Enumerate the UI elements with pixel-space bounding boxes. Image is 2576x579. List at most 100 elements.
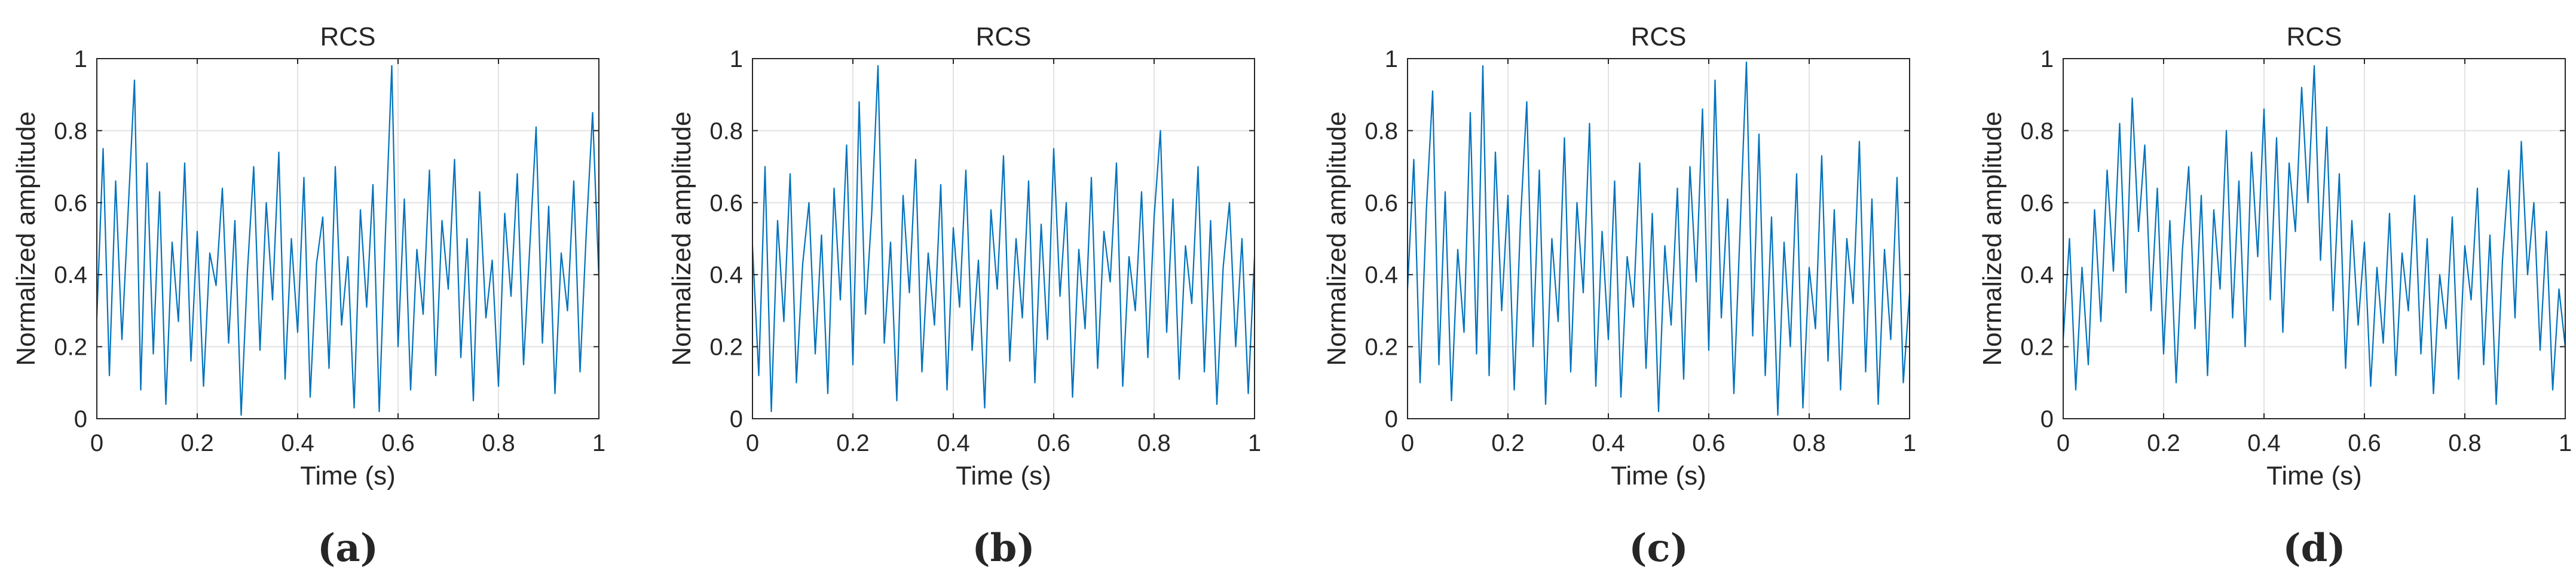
data-point — [1583, 292, 1584, 294]
data-point — [1197, 166, 1199, 167]
x-tick-label: 0.6 — [2348, 430, 2381, 456]
data-point — [978, 260, 979, 261]
data-point — [2075, 389, 2076, 391]
data-point — [1620, 397, 1622, 398]
data-point — [1589, 123, 1590, 124]
data-point — [429, 169, 430, 171]
data-point — [222, 187, 223, 189]
data-point — [165, 404, 167, 405]
data-point — [1191, 303, 1192, 304]
x-tick-label: 0.8 — [482, 430, 515, 456]
data-point — [1902, 382, 1904, 383]
y-tick-label: 1 — [1385, 46, 1398, 72]
data-point — [2326, 126, 2327, 128]
data-point — [1445, 191, 1446, 193]
data-point — [1122, 385, 1124, 387]
data-point — [121, 339, 123, 340]
data-point — [297, 331, 298, 333]
data-point — [203, 385, 204, 387]
data-point — [833, 187, 835, 189]
data-point — [984, 407, 986, 409]
data-point — [858, 101, 860, 103]
data-point — [1128, 256, 1130, 257]
data-point — [928, 252, 929, 254]
data-point — [2176, 382, 2177, 383]
y-tick-label: 0 — [74, 406, 87, 432]
data-point — [783, 321, 785, 322]
data-point — [1072, 397, 1073, 398]
data-point — [2407, 310, 2409, 312]
data-point — [1425, 209, 1427, 211]
data-point — [2081, 267, 2083, 269]
y-tick-label: 0.6 — [2020, 190, 2054, 217]
data-point — [1103, 231, 1105, 232]
data-point — [915, 159, 916, 160]
data-point — [1796, 173, 1797, 175]
data-point — [2439, 274, 2440, 276]
data-point — [284, 378, 286, 380]
data-point — [1097, 367, 1099, 369]
y-axis-label: Normalized amplitude — [1322, 111, 1351, 366]
data-point — [498, 385, 499, 387]
data-point — [846, 144, 848, 146]
x-tick-label: 0 — [746, 430, 759, 456]
data-point — [1210, 220, 1211, 221]
data-point — [2251, 151, 2252, 153]
chart-title: RCS — [1631, 22, 1687, 51]
data-point — [1727, 198, 1728, 200]
data-point — [561, 252, 562, 254]
data-point — [908, 292, 910, 294]
data-point — [1884, 249, 1885, 250]
data-point — [1570, 371, 1571, 373]
x-tick-label: 0.2 — [1491, 430, 1525, 456]
data-point — [115, 180, 117, 182]
y-tick-label: 0.2 — [709, 334, 743, 361]
data-point — [1091, 176, 1092, 178]
data-point — [529, 245, 531, 246]
data-point — [2194, 328, 2196, 330]
data-point — [410, 389, 411, 391]
y-axis-label: Normalized amplitude — [667, 111, 696, 366]
data-point — [2113, 270, 2114, 272]
data-point — [852, 364, 853, 365]
data-point — [265, 202, 267, 203]
y-tick-label: 0.2 — [1365, 334, 1398, 361]
x-tick-label: 0.2 — [836, 430, 870, 456]
chart-panel-a: 0 0.2 0.4 0.6 0.8 1 0 0.2 0.4 0.6 0.8 1 RCS Time (s) N… — [11, 22, 605, 571]
data-point — [1783, 242, 1785, 243]
data-point — [554, 393, 556, 394]
data-point — [2226, 130, 2227, 132]
x-tick-label: 0 — [1401, 430, 1414, 456]
x-tick-label: 0.6 — [381, 430, 415, 456]
data-point — [1419, 382, 1421, 383]
data-point — [1159, 130, 1161, 132]
data-point — [1852, 303, 1854, 304]
data-point — [536, 126, 537, 128]
data-point — [385, 231, 386, 232]
y-axis-label: Normalized amplitude — [1978, 111, 2007, 366]
x-tick-label: 0.6 — [1037, 430, 1070, 456]
data-point — [504, 213, 506, 214]
data-point — [2414, 194, 2415, 196]
y-axis-label: Normalized amplitude — [11, 111, 41, 366]
data-point — [1689, 166, 1691, 167]
data-point — [764, 166, 766, 167]
panel-caption: (a) — [317, 526, 378, 571]
data-point — [2144, 144, 2146, 146]
data-point — [2470, 299, 2472, 301]
data-point — [1185, 245, 1186, 246]
data-point — [821, 234, 822, 236]
data-point — [1658, 411, 1659, 412]
data-point — [2282, 331, 2284, 333]
data-point — [1809, 267, 1810, 269]
data-point — [2395, 374, 2397, 376]
data-point — [1041, 224, 1042, 225]
data-point — [278, 151, 280, 153]
data-point — [1865, 371, 1867, 373]
x-tick-label: 0.4 — [2247, 430, 2281, 456]
data-point — [541, 342, 543, 344]
data-point — [2269, 299, 2271, 301]
data-point — [2339, 173, 2340, 175]
data-point — [2106, 169, 2108, 171]
data-point — [2458, 378, 2459, 380]
